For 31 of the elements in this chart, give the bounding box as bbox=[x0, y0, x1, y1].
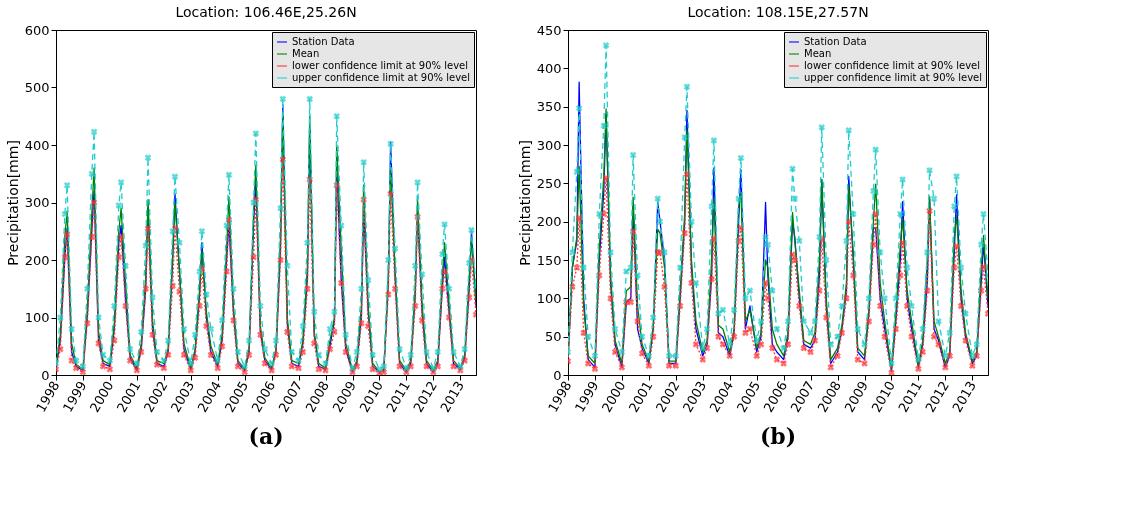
legend-label: Station Data bbox=[804, 36, 867, 47]
y-tick-label: 150 bbox=[536, 252, 562, 268]
y-axis-title: Precipitation[mm] bbox=[4, 140, 21, 266]
legend-label: upper confidence limit at 90% level bbox=[804, 72, 982, 83]
y-tick-label: 300 bbox=[24, 195, 50, 210]
y-axis-title: Precipitation[mm] bbox=[516, 140, 533, 266]
y-tick-label: 400 bbox=[536, 60, 562, 76]
legend-label: Mean bbox=[292, 48, 320, 59]
y-tick-label: 50 bbox=[544, 329, 562, 345]
y-tick-label: 400 bbox=[24, 137, 50, 153]
y-tick-label: 600 bbox=[24, 22, 50, 38]
text: (b) bbox=[759, 423, 797, 449]
y-tick-label: 450 bbox=[536, 22, 562, 38]
y-tick-label: 0 bbox=[41, 367, 50, 383]
legend-label: lower confidence limit at 90% level bbox=[292, 60, 469, 71]
y-tick-label: 500 bbox=[24, 80, 50, 95]
legend-label: lower confidence limit at 90% level bbox=[804, 60, 981, 71]
y-tick-label: 350 bbox=[536, 99, 562, 115]
legend-label: upper confidence limit at 90% level bbox=[292, 72, 470, 83]
y-tick-label: 300 bbox=[536, 137, 562, 153]
y-tick-label: 100 bbox=[536, 290, 562, 306]
y-tick-label: 100 bbox=[24, 310, 50, 325]
y-tick-label: 200 bbox=[536, 214, 562, 230]
y-tick-label: 200 bbox=[24, 252, 50, 268]
text: (a) bbox=[248, 423, 284, 449]
chart-title: Location: 108.15E,27.57N bbox=[687, 4, 869, 20]
chart-title: Location: 106.46E,25.26N bbox=[175, 4, 357, 20]
y-tick-label: 0 bbox=[553, 367, 562, 383]
y-tick-label: 250 bbox=[536, 175, 562, 191]
legend-label: Station Data bbox=[292, 36, 355, 47]
legend-label: Mean bbox=[804, 48, 832, 59]
